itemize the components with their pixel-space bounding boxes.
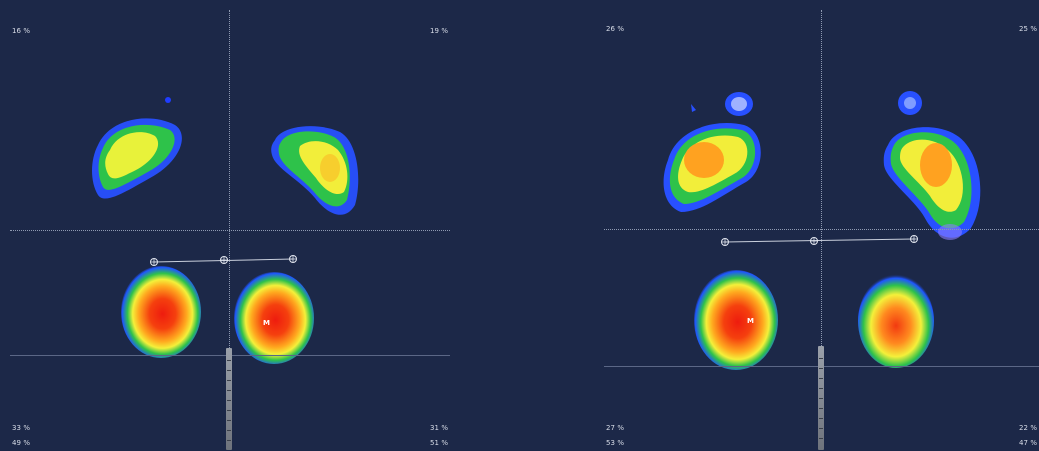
axis-marker-right[interactable] — [289, 255, 297, 263]
axis-marker-center[interactable] — [220, 256, 228, 264]
horizontal-center-guide — [10, 230, 450, 231]
total-right-percent: 51 % — [430, 439, 449, 447]
bottom-left-percent: 33 % — [12, 424, 31, 432]
bottom-right-percent: 22 % — [1019, 424, 1038, 432]
axis-marker-left[interactable] — [721, 238, 729, 246]
bottom-left-percent: 27 % — [606, 424, 625, 432]
scale-ruler[interactable] — [226, 348, 232, 450]
heat-blob-forefoot-right — [883, 127, 981, 240]
heat-blob-forefoot-left — [92, 97, 182, 199]
heat-blob-heel-left — [694, 270, 778, 370]
heat-blob-heel-left — [121, 266, 201, 358]
pressure-panel-left: M 16 % 19 % 33 % 31 % 49 % 51 % — [0, 0, 452, 451]
heat-blob-heel-right — [858, 274, 934, 368]
total-left-percent: 49 % — [12, 439, 31, 447]
right-pressure-map — [663, 91, 981, 370]
left-pressure-map — [92, 97, 359, 364]
axis-marker-right[interactable] — [910, 235, 918, 243]
top-right-percent: 25 % — [1019, 25, 1038, 33]
marker-label: M — [263, 319, 270, 327]
axis-marker-left[interactable] — [150, 258, 158, 266]
heat-blob-forefoot-left — [663, 123, 761, 212]
vertical-center-guide — [821, 10, 822, 450]
heat-blob-forefoot-right — [271, 126, 359, 215]
top-right-percent: 19 % — [430, 27, 449, 35]
top-left-percent: 26 % — [606, 25, 625, 33]
pressure-panel-right: M 26 % 25 % 27 % 22 % 53 % 47 % — [596, 0, 1039, 451]
horizontal-center-guide — [604, 229, 1039, 230]
heat-blob-toe-left — [691, 92, 753, 116]
total-left-percent: 53 % — [606, 439, 625, 447]
heat-blob-toe-right — [898, 91, 922, 115]
axis-marker-center[interactable] — [810, 237, 818, 245]
balance-axis-line — [721, 235, 918, 246]
marker-label: M — [747, 317, 754, 325]
heat-blob-heel-right — [234, 272, 314, 364]
total-right-percent: 47 % — [1019, 439, 1038, 447]
top-left-percent: 16 % — [12, 27, 31, 35]
balance-axis-line — [150, 255, 297, 266]
scale-ruler[interactable] — [818, 346, 824, 450]
bottom-right-percent: 31 % — [430, 424, 449, 432]
